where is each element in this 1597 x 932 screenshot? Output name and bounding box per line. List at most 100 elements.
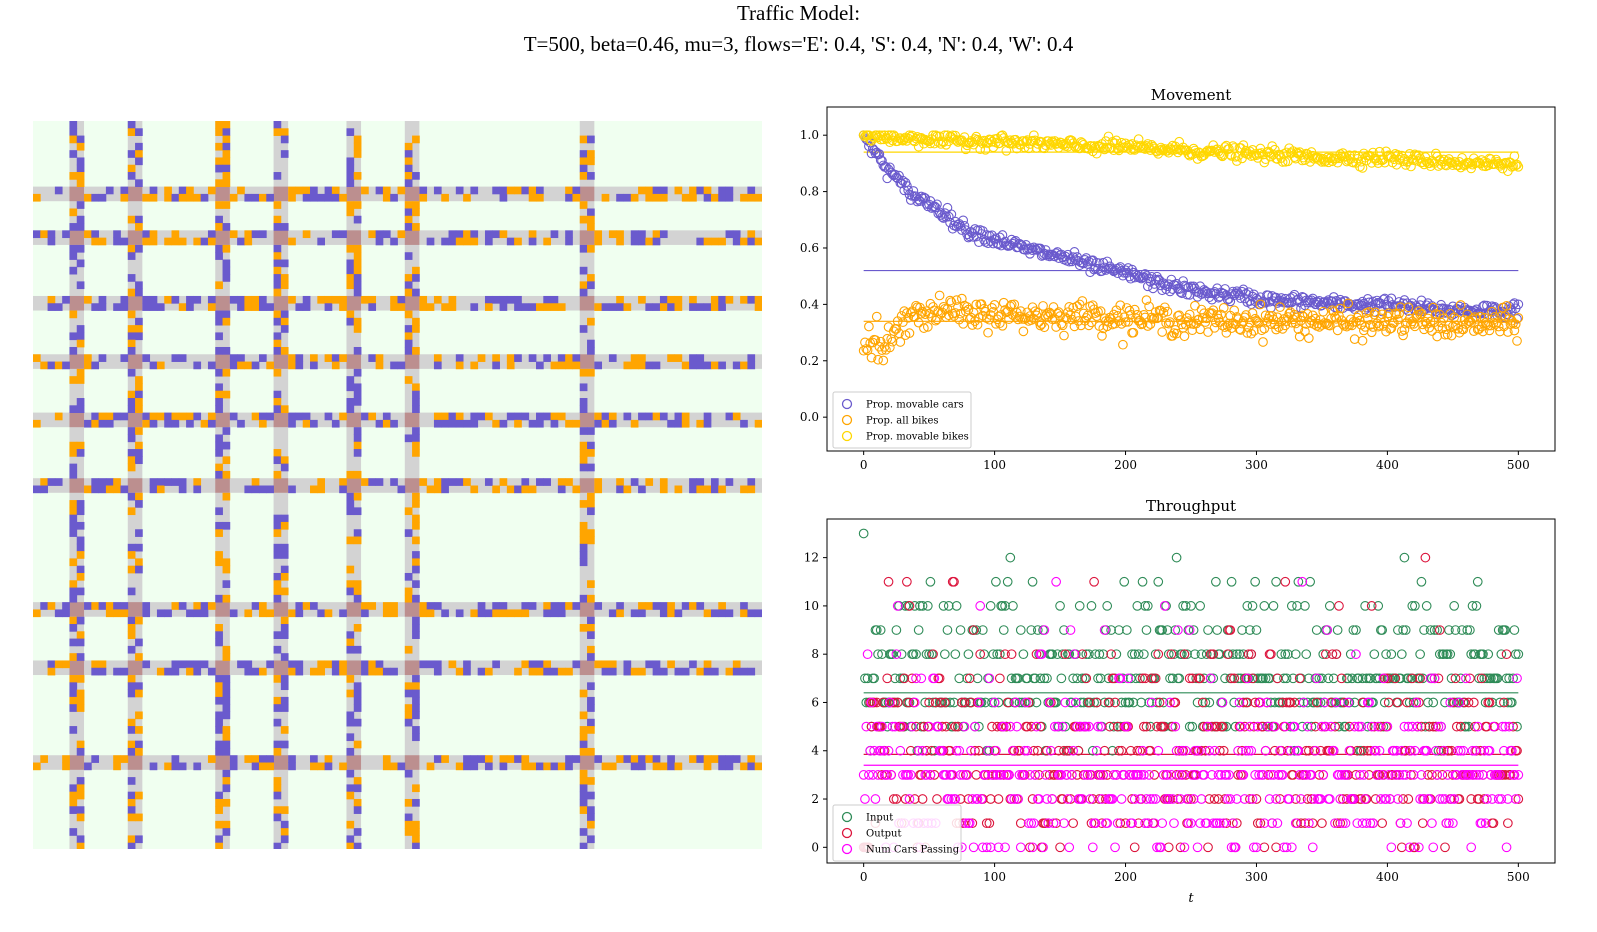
- intersection: [579, 755, 595, 770]
- car-cell: [587, 616, 595, 625]
- data-point: [1327, 649, 1338, 660]
- car-cell: [69, 244, 78, 253]
- bike-cell: [652, 762, 661, 771]
- car-cell: [222, 164, 231, 173]
- car-cell: [397, 485, 406, 494]
- x-tick-label: 200: [1114, 870, 1137, 884]
- bike-cell: [120, 193, 129, 202]
- car-cell: [674, 419, 683, 428]
- data-point: [1352, 818, 1363, 829]
- car-cell: [689, 485, 697, 494]
- data-point: [1403, 794, 1414, 804]
- data-point: [1314, 770, 1325, 780]
- data-point: [1214, 148, 1225, 159]
- bike-cell: [135, 223, 143, 231]
- data-point: [1314, 673, 1325, 684]
- data-point: [1331, 296, 1342, 306]
- bike-cell: [193, 478, 202, 486]
- bike-cell: [40, 478, 48, 486]
- data-point: [1077, 794, 1088, 804]
- data-point: [1025, 770, 1035, 780]
- bike-cell: [135, 711, 143, 720]
- bike-cell: [135, 616, 143, 625]
- bike-cell: [273, 470, 282, 479]
- bike-cell: [382, 419, 391, 428]
- data-point: [1163, 318, 1174, 329]
- data-point: [1390, 308, 1401, 319]
- data-point: [1393, 625, 1403, 635]
- bike-cell: [368, 412, 377, 421]
- bike-cell: [740, 237, 748, 246]
- car-cell: [353, 718, 362, 727]
- car-cell: [62, 609, 70, 618]
- data-point: [1175, 842, 1186, 853]
- data-point: [1338, 818, 1348, 829]
- bike-cell: [76, 842, 85, 849]
- data-point: [1141, 721, 1152, 732]
- car-cell: [178, 660, 187, 669]
- data-point: [1259, 601, 1270, 611]
- bike-cell: [412, 828, 420, 836]
- bike-cell: [353, 252, 362, 260]
- intersection: [215, 230, 230, 245]
- data-point: [922, 322, 933, 332]
- car-cell: [404, 434, 413, 443]
- data-point: [1366, 721, 1377, 732]
- data-point: [1512, 159, 1522, 170]
- bike-cell: [674, 186, 683, 195]
- data-point: [972, 319, 983, 330]
- data-point: [1404, 697, 1415, 708]
- data-point: [858, 130, 869, 141]
- bike-cell: [127, 813, 136, 822]
- bike-cell: [40, 755, 48, 763]
- car-cell: [492, 295, 500, 304]
- data-point: [1078, 721, 1089, 732]
- data-point: [1064, 745, 1075, 756]
- data-point: [1420, 721, 1431, 732]
- car-cell: [149, 303, 158, 311]
- car-cell: [120, 295, 129, 304]
- data-point: [1070, 697, 1081, 708]
- data-point: [1453, 745, 1463, 756]
- bike-cell: [594, 412, 603, 421]
- data-point: [1161, 794, 1171, 804]
- car-cell: [200, 602, 209, 610]
- data-point: [997, 601, 1008, 611]
- car-cell: [404, 346, 413, 355]
- bike-cell: [703, 660, 712, 669]
- data-point: [1286, 842, 1297, 853]
- data-point: [1463, 697, 1474, 708]
- data-point: [955, 794, 966, 804]
- data-point: [977, 625, 988, 635]
- data-point: [1419, 625, 1429, 635]
- car-cell: [521, 303, 530, 311]
- data-point: [1129, 842, 1140, 853]
- bike-cell: [397, 230, 406, 239]
- data-point: [1296, 794, 1306, 804]
- bike-cell: [652, 412, 661, 421]
- car-cell: [215, 398, 223, 406]
- data-point: [1157, 625, 1168, 635]
- car-cell: [295, 354, 304, 362]
- intersection: [127, 295, 143, 311]
- car-cell: [353, 281, 362, 290]
- data-point: [1310, 721, 1321, 732]
- data-point: [1149, 770, 1160, 780]
- data-point: [1188, 625, 1199, 635]
- data-point: [916, 721, 927, 732]
- data-point: [1044, 770, 1055, 780]
- car-cell: [76, 638, 85, 647]
- bike-cell: [587, 624, 595, 632]
- data-point: [1238, 770, 1249, 780]
- data-point: [1505, 770, 1516, 780]
- car-cell: [91, 485, 100, 494]
- car-cell: [69, 470, 78, 479]
- data-point: [1044, 697, 1055, 708]
- data-point: [887, 649, 898, 660]
- data-point: [1487, 697, 1498, 708]
- bike-cell: [710, 303, 719, 311]
- bike-cell: [280, 587, 289, 596]
- data-point: [1124, 770, 1135, 780]
- data-point: [1157, 818, 1168, 829]
- bike-cell: [368, 602, 377, 610]
